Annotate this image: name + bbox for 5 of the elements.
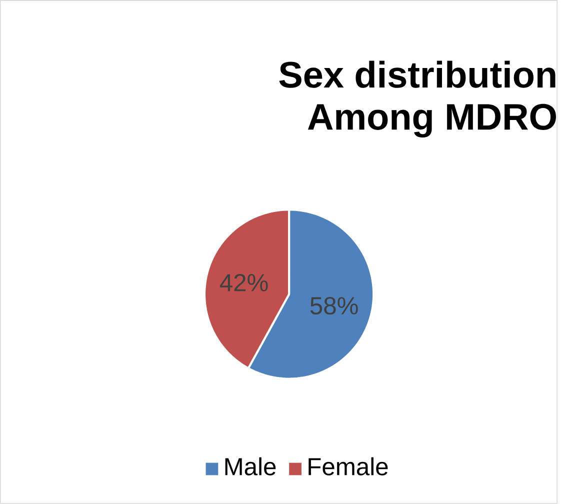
legend-label: Female xyxy=(308,457,388,476)
data-label: 42% xyxy=(220,274,268,292)
legend-label: Male xyxy=(225,457,276,476)
chart-title: Sex distribution Among MDRO xyxy=(279,60,556,138)
data-label: 58% xyxy=(310,297,358,315)
